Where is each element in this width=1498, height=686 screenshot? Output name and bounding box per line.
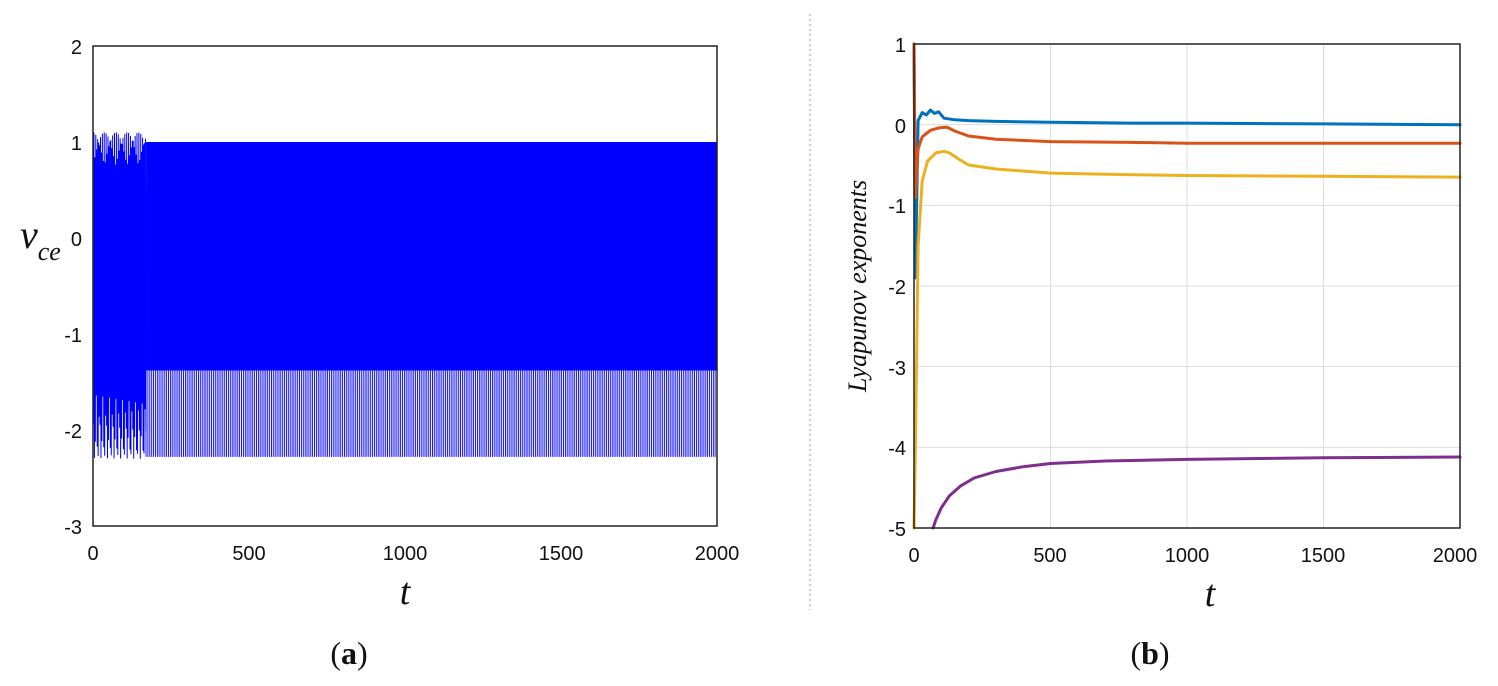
chart-a-ytick-label: 2 (71, 37, 82, 59)
chart-b-ytick-label: 1 (895, 35, 906, 57)
chart-a-xtick-label: 1500 (539, 543, 584, 565)
chart-b-ytick-label: 0 (895, 116, 906, 138)
chart-a-dense-band (146, 142, 718, 371)
chart-a-xtick-label: 0 (87, 543, 98, 565)
chart-a-xlabel: t (400, 571, 412, 613)
chart-b-ytick-label: -4 (888, 438, 906, 460)
chart-a-xtick-label: 500 (232, 543, 265, 565)
chart-b-x-ticks: 0 500 1000 1500 2000 (908, 545, 1477, 567)
chart-b: 1 0 -1 -2 -3 -4 -5 0 500 1000 1500 2000 … (843, 35, 1477, 671)
chart-b-series-line-4 (931, 455, 1462, 530)
chart-b-ytick-label: -3 (888, 358, 906, 380)
chart-a-y-ticks: 2 1 0 -1 -2 -3 (64, 37, 82, 539)
chart-b-series-line-3 (912, 149, 1462, 530)
chart-b-axes-box (913, 43, 1461, 529)
panel-label-a-letter: a (341, 635, 357, 671)
panel-label-b-letter: b (1141, 635, 1159, 671)
chart-a-ylabel-sub: ce (38, 237, 61, 266)
chart-b-ytick-label: -1 (888, 196, 906, 218)
chart-b-series-line-2 (912, 42, 1462, 199)
chart-a-ytick-label: -1 (64, 325, 82, 347)
chart-b-xtick-label: 0 (908, 545, 919, 567)
chart-b-grid (914, 44, 1460, 528)
chart-a-transient-line (92, 132, 147, 526)
chart-a-ytick-label: -3 (64, 517, 82, 539)
chart-a: 2 1 0 -1 -2 -3 0 500 1000 1500 2000 t vc… (20, 37, 739, 671)
chart-b-ytick-label: -2 (888, 277, 906, 299)
chart-a-ytick-label: -2 (64, 421, 82, 443)
chart-b-xtick-label: 2000 (1433, 545, 1478, 567)
panel-label-b: (b) (1130, 635, 1169, 671)
chart-a-ytick-label: 1 (71, 133, 82, 155)
chart-b-xtick-label: 1500 (1301, 545, 1346, 567)
chart-b-ytick-label: -5 (888, 519, 906, 541)
panel-label-a: (a) (330, 635, 367, 671)
chart-a-x-ticks: 0 500 1000 1500 2000 (87, 543, 739, 565)
chart-b-xtick-label: 1000 (1165, 545, 1210, 567)
chart-a-data-band (92, 132, 718, 526)
chart-b-series-line-1 (912, 42, 1462, 280)
chart-a-ylabel: vce (20, 212, 61, 266)
chart-b-xlabel: t (1205, 573, 1217, 615)
chart-a-lower-excursions (145, 370, 718, 457)
chart-a-ylabel-main: v (20, 212, 38, 257)
chart-a-xtick-label: 2000 (695, 543, 740, 565)
chart-b-y-ticks: 1 0 -1 -2 -3 -4 -5 (888, 35, 906, 541)
chart-b-lines (912, 42, 1462, 530)
chart-a-xtick-label: 1000 (383, 543, 428, 565)
chart-b-ylabel: Lyapunov exponents (843, 180, 872, 393)
chart-a-ytick-label: 0 (71, 229, 82, 251)
chart-a-axes-box (92, 45, 718, 527)
chart-b-xtick-label: 500 (1033, 545, 1066, 567)
